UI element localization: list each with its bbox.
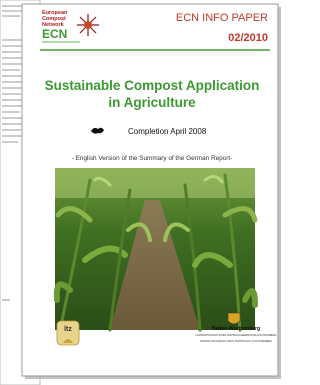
issue-number: 02/2010 (228, 32, 268, 44)
bw-text: Baden-Württemberg (212, 326, 260, 332)
bw-subtext: LANDWIRTSCHAFTLICHES TECHNOLOGIEZENTRUM … (196, 334, 277, 337)
screenshot: European Compost Network ECN ECN INFO PA… (0, 0, 289, 385)
title-line: in Agriculture (108, 95, 196, 110)
page: European Compost Network ECN ECN INFO PA… (0, 0, 289, 385)
ltz-text: ltz (64, 326, 72, 333)
logo-abbr: ECN (42, 27, 67, 41)
series-label: ECN INFO PAPER (176, 12, 268, 24)
bw-subtext: CENTER FOR AGRICULTURAL TECHNOLOGY AUGUS… (200, 340, 272, 343)
subtitle: - English Version of the Summary of the … (72, 155, 233, 162)
completion-date: Completion April 2008 (128, 127, 207, 136)
cover-photo (55, 168, 255, 330)
title-line: Sustainable Compost Application (45, 78, 260, 93)
ltz-logo: ltz (57, 321, 79, 345)
logo-center (84, 21, 92, 29)
